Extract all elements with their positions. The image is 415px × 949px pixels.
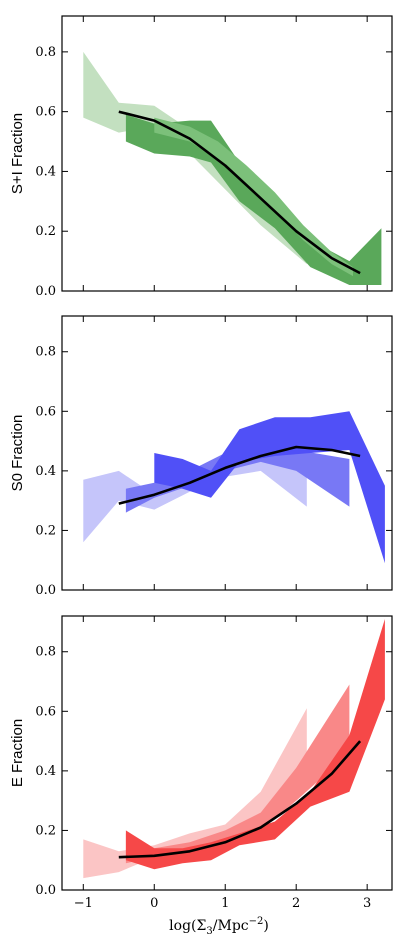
confidence-band-3 [154,411,385,564]
y-axis-label: S+I Fraction [9,113,26,194]
y-tick-label: 0.0 [35,284,56,299]
confidence-band-2 [125,114,382,285]
y-tick-label: 0.8 [35,345,56,360]
y-tick-label: 0.6 [35,105,56,120]
x-tick-label: 2 [292,896,300,911]
x-tick-label: 3 [363,896,371,911]
y-tick-label: 0.0 [35,883,56,898]
x-tick-label: −1 [74,896,93,911]
y-tick-label: 0.4 [35,164,56,179]
panel-s0-fraction: 0.0 0.2 0.4 0.6 0.8 S0 Fraction [9,315,393,598]
y-tick-label: 0.2 [35,823,56,838]
plot-frame [61,15,393,292]
plot-frame [61,615,393,891]
confidence-band-1 [83,441,307,543]
y-tick-label: 0.2 [35,224,56,239]
y-tick-label: 0.4 [35,764,56,779]
panel-spiral-irregular-fraction: 0.0 0.2 0.4 0.6 0.8 S+I Fraction [9,15,393,299]
confidence-band-1 [83,708,307,879]
fit-curve [118,740,362,859]
y-tick-label: 0.2 [35,523,56,538]
confidence-band-3 [125,619,385,870]
y-tick-label: 0.4 [35,464,56,479]
x-axis-label: log(Σ3/Mpc−2) [169,916,269,937]
y-axis-label: E Fraction [9,719,26,787]
x-tick-label: 1 [221,896,229,911]
plot-frame [61,315,393,591]
y-tick-label: 0.6 [35,404,56,419]
y-tick-label: 0.6 [35,704,56,719]
x-tick-label: 0 [150,896,158,911]
panel-elliptical-fraction: 0.0 0.2 0.4 0.6 0.8 −1 0 1 2 3 E Fraction log(Σ3/Mp… [9,615,393,937]
fit-curve [118,110,361,275]
fit-curve [118,445,361,505]
y-tick-label: 0.8 [35,45,56,60]
confidence-band-2 [125,447,350,513]
y-tick-label: 0.0 [35,583,56,598]
y-axis-label: S0 Fraction [9,415,26,492]
y-tick-label: 0.8 [35,645,56,660]
